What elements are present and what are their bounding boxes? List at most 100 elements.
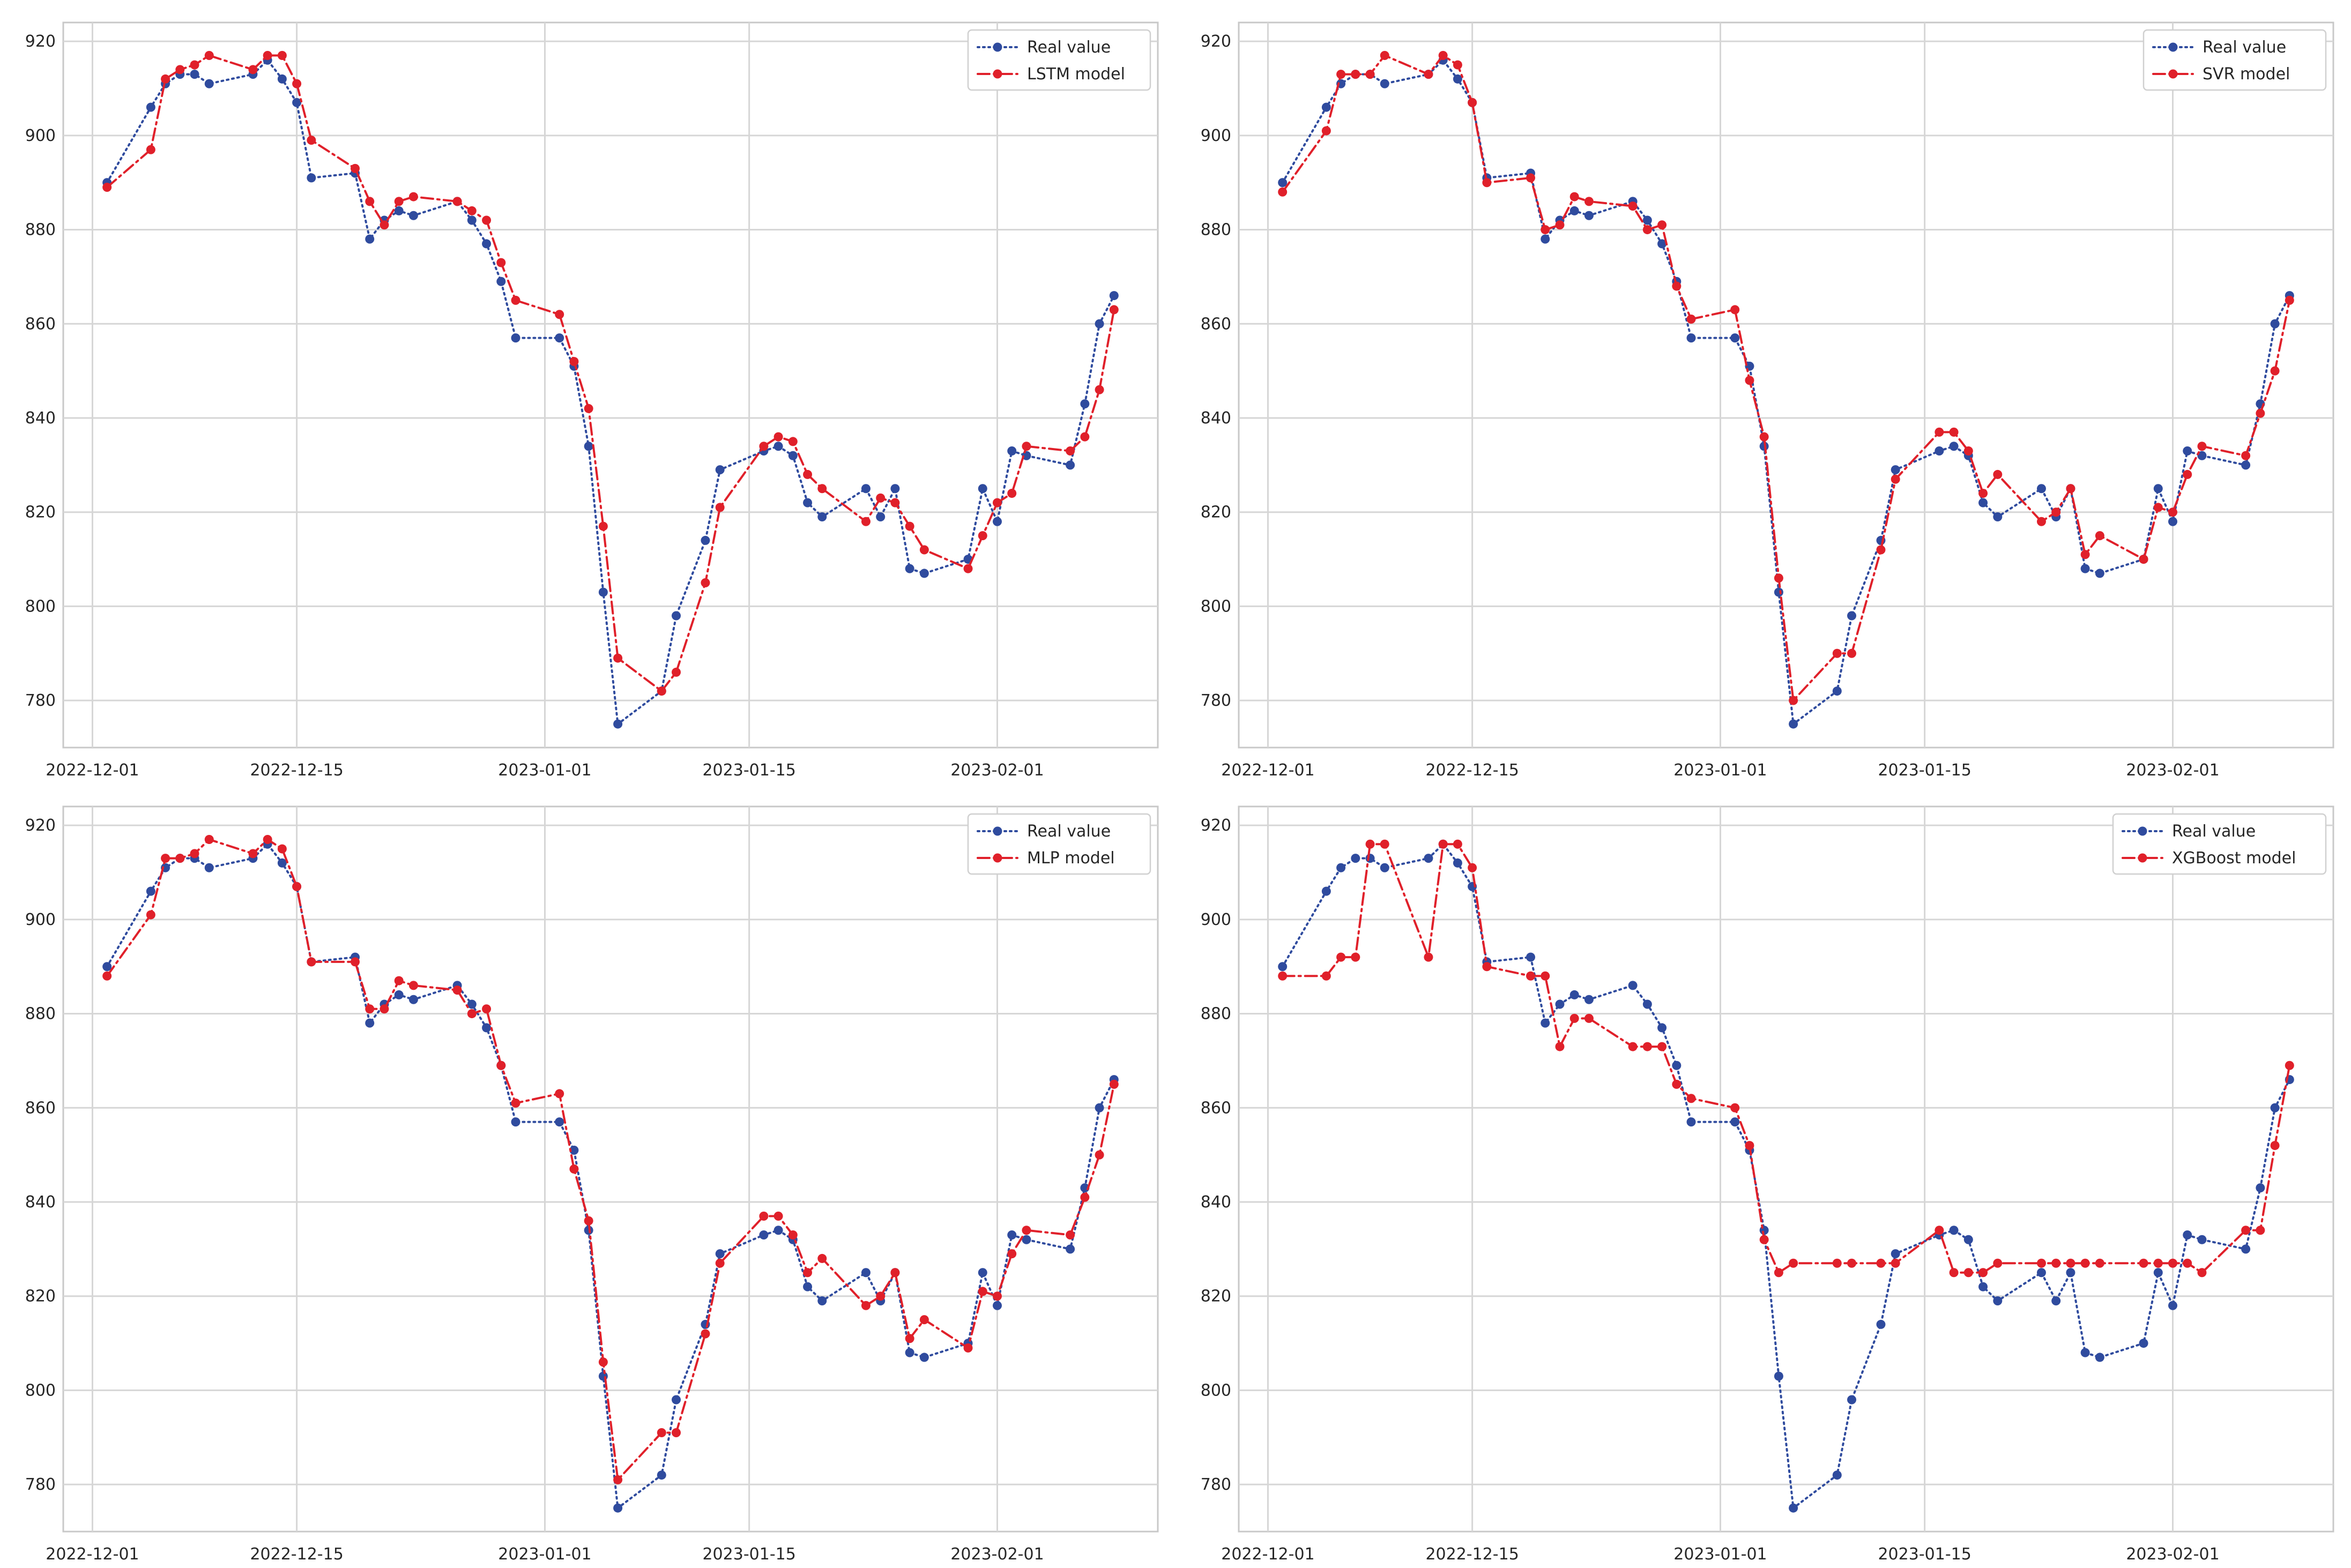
data-point xyxy=(467,1009,477,1019)
data-point xyxy=(511,1117,520,1127)
data-point xyxy=(1978,498,1988,507)
data-point xyxy=(1482,178,1492,188)
chart-lstm: 780 800 820 840 860 880 900 920 2022-12-01 2022-1… xyxy=(25,21,1159,780)
data-point xyxy=(876,493,886,503)
series-model xyxy=(1278,51,2294,705)
data-point xyxy=(307,173,316,183)
y-tick-label: 900 xyxy=(1201,910,1231,929)
y-tick-label: 900 xyxy=(1201,126,1231,145)
data-point xyxy=(1066,460,1075,470)
data-point xyxy=(365,1018,375,1028)
data-point xyxy=(2183,1230,2192,1240)
data-point xyxy=(1569,206,1579,215)
legend-label: LSTM model xyxy=(1027,65,1125,84)
data-point xyxy=(175,854,185,863)
y-tick-label: 880 xyxy=(25,221,56,240)
x-tick-label: 2023-02-01 xyxy=(2126,1545,2219,1564)
data-point xyxy=(993,517,1002,526)
data-point xyxy=(2256,1226,2265,1235)
data-point xyxy=(1526,173,1536,183)
data-point xyxy=(204,51,214,60)
data-point xyxy=(555,310,564,319)
data-point xyxy=(1642,999,1652,1009)
data-point xyxy=(2080,550,2090,559)
data-point xyxy=(1876,545,1886,555)
legend-label: SVR model xyxy=(2203,65,2290,84)
data-point xyxy=(292,98,302,107)
data-point xyxy=(584,404,593,413)
data-point xyxy=(1321,971,1331,981)
data-point xyxy=(978,1287,987,1296)
y-tick-label: 920 xyxy=(25,816,56,835)
y-tick-label: 920 xyxy=(1201,32,1231,51)
data-point xyxy=(2080,564,2090,573)
data-point xyxy=(1628,1042,1638,1051)
data-point xyxy=(1555,999,1565,1009)
data-point xyxy=(248,65,258,74)
data-point xyxy=(1584,211,1594,220)
data-point xyxy=(248,849,258,858)
data-point xyxy=(1424,952,1433,962)
series-real-value xyxy=(1278,839,2294,1513)
data-point xyxy=(613,1475,623,1484)
data-point xyxy=(1109,305,1119,315)
data-point xyxy=(919,569,929,578)
data-point xyxy=(161,854,170,863)
data-point xyxy=(715,1249,725,1259)
data-point xyxy=(861,1301,871,1310)
data-point xyxy=(2241,451,2251,460)
data-point xyxy=(1978,1268,1988,1278)
data-point xyxy=(2095,531,2104,541)
data-point xyxy=(1278,187,1288,197)
plot-area xyxy=(62,21,1159,749)
data-point xyxy=(613,719,623,729)
data-point xyxy=(2256,408,2265,418)
data-point xyxy=(1789,696,1798,705)
data-point xyxy=(2168,517,2178,526)
data-point xyxy=(351,163,360,173)
data-point xyxy=(2270,366,2280,376)
data-point xyxy=(701,535,710,545)
data-point xyxy=(1336,863,1346,872)
y-tick-label: 880 xyxy=(25,1005,56,1024)
y-tick-label: 860 xyxy=(1201,1099,1231,1117)
plot-area xyxy=(1238,805,2334,1533)
data-point xyxy=(2168,507,2178,517)
chart-mlp: 780 800 820 840 860 880 900 920 2022-12-01 2022-1… xyxy=(25,805,1159,1564)
data-point xyxy=(1949,1268,1959,1278)
data-point xyxy=(1891,474,1900,484)
data-point xyxy=(277,74,287,84)
data-point xyxy=(1759,1235,1769,1244)
legend-label: MLP model xyxy=(1027,849,1115,868)
data-point xyxy=(817,1253,827,1263)
legend-swatch-marker xyxy=(993,42,1002,52)
data-point xyxy=(2168,1301,2178,1310)
data-point xyxy=(2256,1183,2265,1193)
data-point xyxy=(2066,1268,2075,1278)
data-point xyxy=(482,1004,492,1014)
data-point xyxy=(613,1503,623,1513)
data-point xyxy=(1963,1235,1973,1244)
data-point xyxy=(1832,1470,1842,1480)
data-point xyxy=(1365,839,1375,849)
data-point xyxy=(1080,1192,1090,1202)
data-point xyxy=(1584,995,1594,1004)
data-point xyxy=(1080,399,1090,409)
data-point xyxy=(1657,1042,1667,1051)
legend-swatch-marker xyxy=(2138,853,2147,863)
data-point xyxy=(905,1334,914,1343)
data-point xyxy=(1438,51,1448,60)
data-point xyxy=(1569,990,1579,999)
data-point xyxy=(1891,465,1900,475)
data-point xyxy=(1080,1183,1090,1193)
y-tick-label: 920 xyxy=(1201,816,1231,835)
data-point xyxy=(1963,446,1973,456)
data-point xyxy=(1774,1371,1783,1381)
y-tick-label: 840 xyxy=(25,1193,56,1212)
plot-area xyxy=(1238,21,2334,749)
data-point xyxy=(1351,952,1360,962)
data-point xyxy=(204,79,214,88)
data-point xyxy=(204,863,214,872)
data-point xyxy=(584,1216,593,1226)
x-tick-label: 2023-02-01 xyxy=(2126,761,2219,780)
